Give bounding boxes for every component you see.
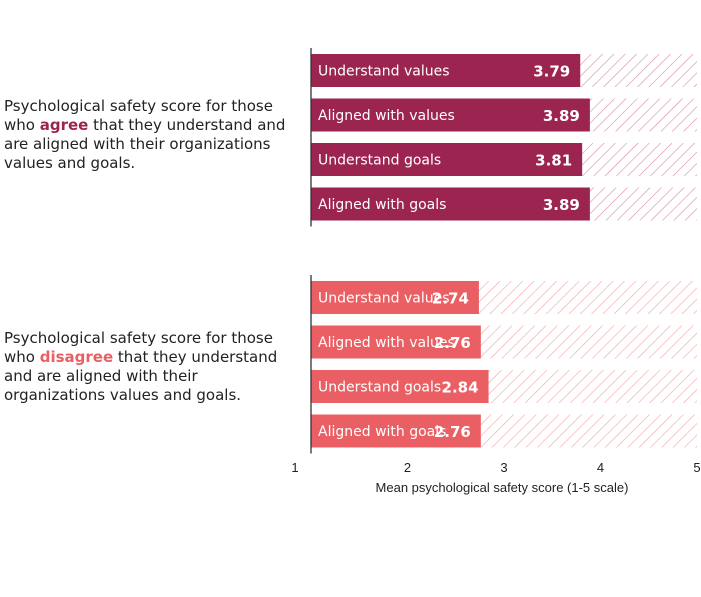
agree-aligned-with-values-value-label: 3.89 [543,107,580,125]
agree-understand-values-bar [311,54,581,87]
disagree-understand-values-bar [311,281,479,314]
agree-group-label: Psychological safety score for those who… [4,97,294,173]
disagree-keyword: disagree [39,348,114,366]
x-tick-label-4: 4 [597,460,604,475]
disagree-aligned-with-goals-bar-label: Aligned with goals [318,424,446,440]
agree-understand-goals-bar [311,143,583,176]
agree-aligned-with-goals-bar [311,187,590,221]
agree-label-post: that they understand and are aligned wit… [4,116,286,172]
agree-understand-goals-bar-label: Understand goals [318,153,441,169]
agree-label-pre: Psychological safety score for those who [4,97,273,134]
axis-layer: 1 2 3 4 5 Mean psychological safety score (1-… [291,48,701,495]
agree-aligned-with-goals-value-label: 3.89 [543,196,580,214]
agree-aligned-with-values-bar-label: Aligned with values [318,108,455,124]
x-tick-label-5: 5 [693,460,700,475]
agree-keyword: agree [39,116,89,134]
disagree-label-pre: Psychological safety score for those who [4,329,273,366]
x-tick-label-2: 2 [404,460,411,475]
x-tick-label-3: 3 [500,460,507,475]
agree-understand-values-bar-label: Understand values [318,64,449,80]
disagree-understand-values-bar-label: Understand values [318,291,449,307]
agree-aligned-with-goals-bar-label: Aligned with goals [318,197,446,213]
disagree-label-post: that they understand and are aligned wit… [4,348,278,404]
disagree-aligned-with-values-bar-label: Aligned with values [318,335,455,351]
disagree-group-label: Psychological safety score for those who… [4,329,294,405]
agree-aligned-with-values-bar [311,98,590,132]
x-tick-label-1: 1 [291,460,298,475]
agree-understand-goals-value-label: 3.81 [535,152,572,170]
disagree-aligned-with-goals-bar [311,414,481,448]
disagree-aligned-with-values-bar [311,325,481,359]
x-axis-title: Mean psychological safety score (1-5 sca… [376,480,629,495]
bars-layer: Understand values 3.79 Aligned with values… [311,54,697,448]
disagree-understand-goals-bar-label: Understand goals [318,380,441,396]
disagree-understand-goals-bar [311,370,489,403]
disagree-aligned-with-values-value-label: 2.76 [434,334,471,352]
disagree-understand-goals-value-label: 2.84 [442,379,479,397]
disagree-understand-values-value-label: 2.74 [432,290,469,308]
agree-understand-values-value-label: 3.79 [533,63,570,81]
disagree-aligned-with-goals-value-label: 2.76 [434,423,471,441]
